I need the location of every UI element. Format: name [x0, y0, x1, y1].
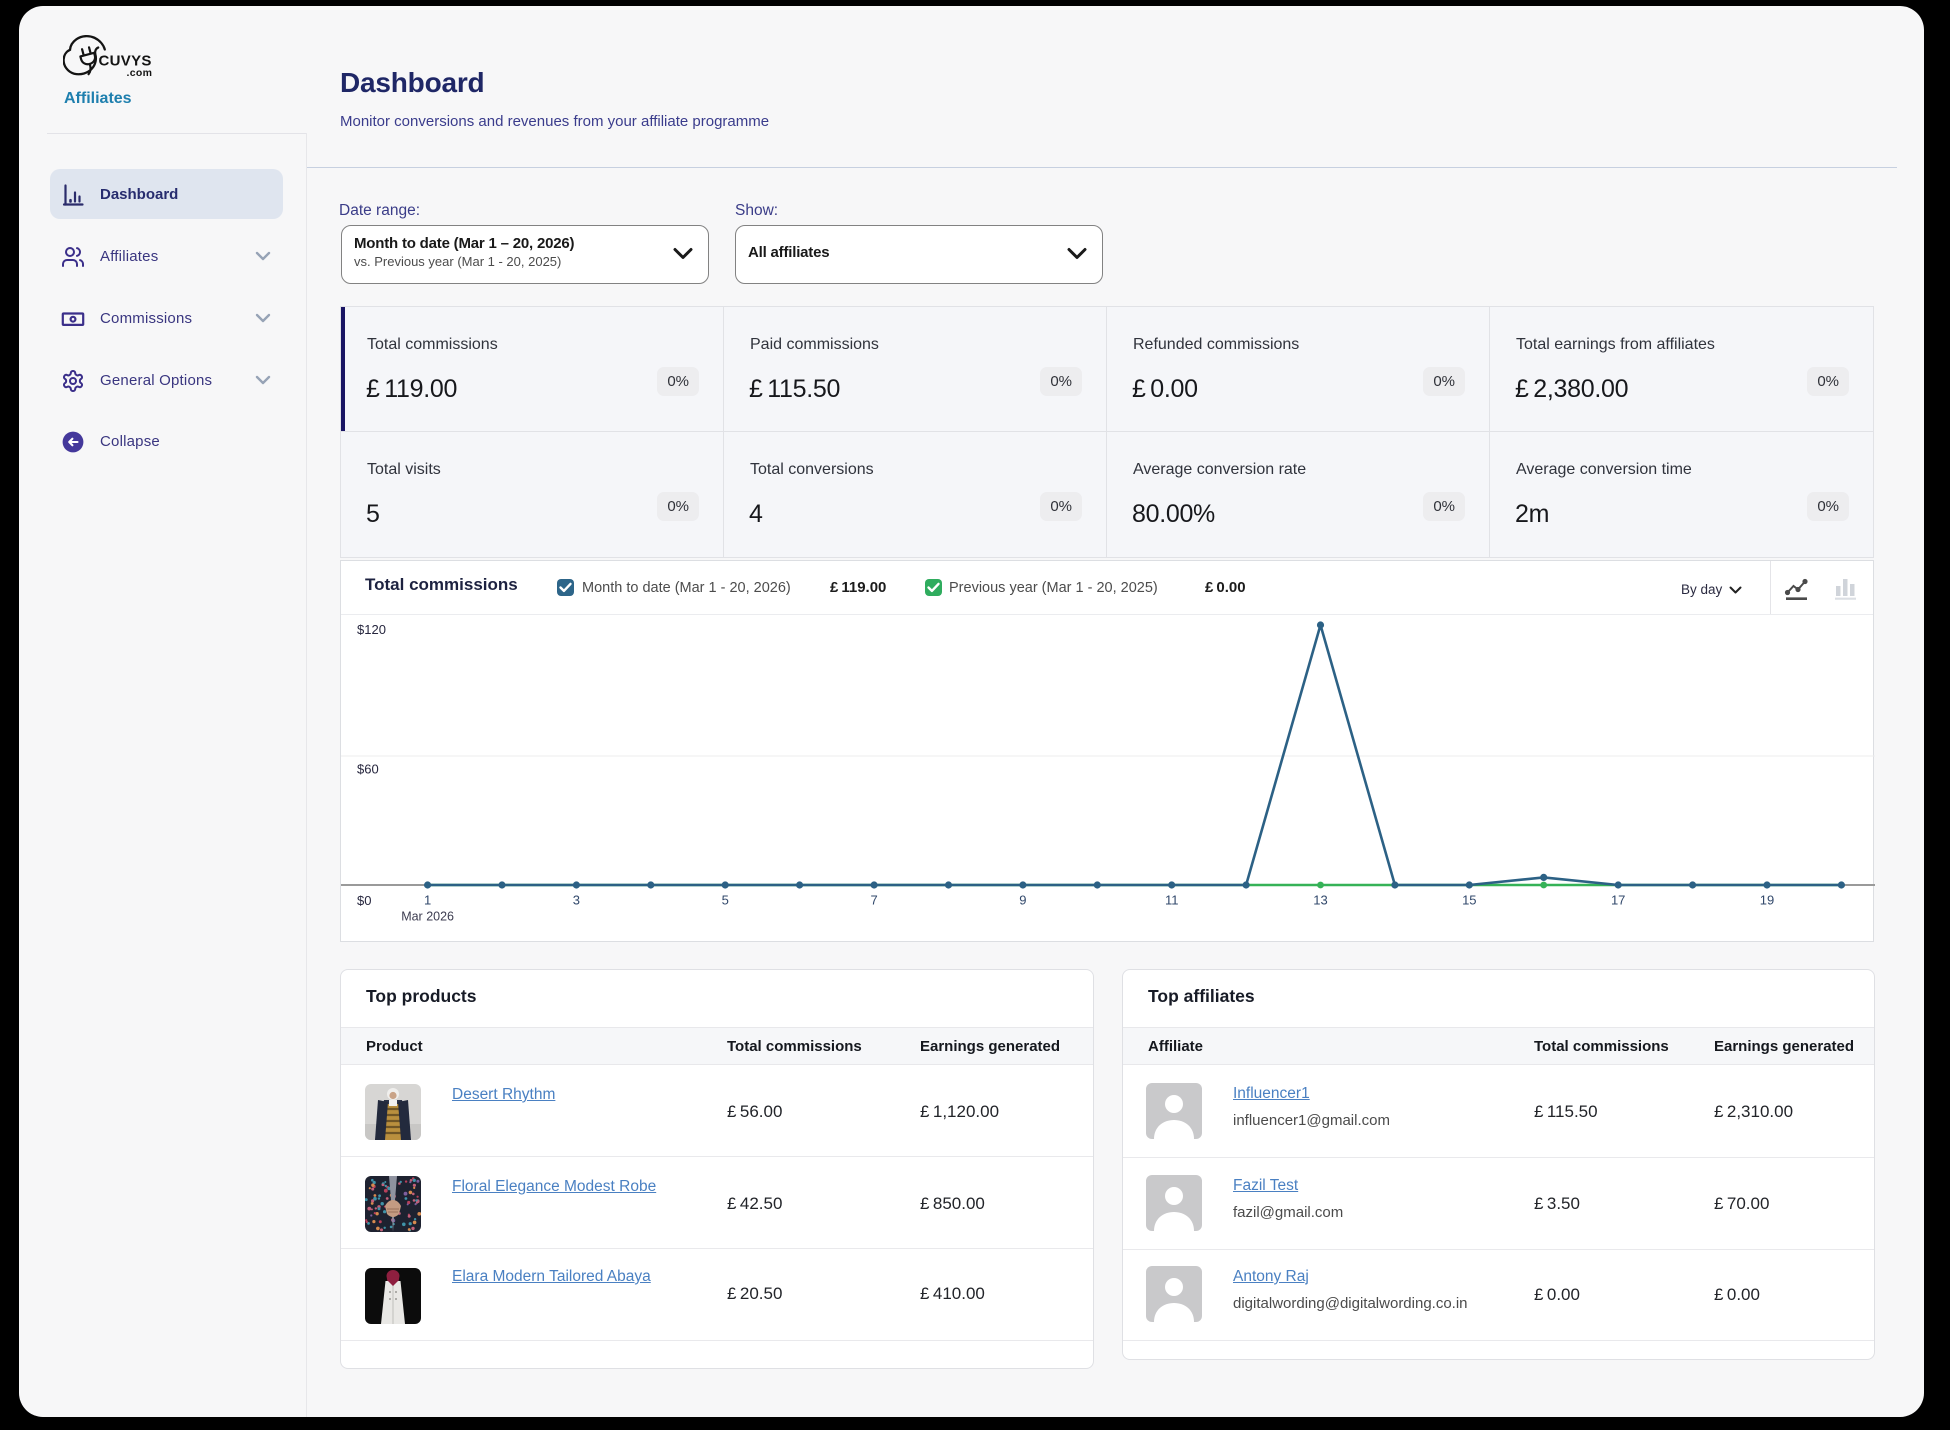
svg-text:7: 7 [870, 893, 877, 908]
svg-text:$120: $120 [357, 622, 386, 637]
svg-text:13: 13 [1313, 893, 1327, 908]
svg-text:9: 9 [1019, 893, 1026, 908]
svg-text:Mar 2026: Mar 2026 [401, 910, 454, 924]
svg-text:.com: .com [127, 67, 153, 78]
svg-text:$60: $60 [357, 762, 379, 777]
svg-text:17: 17 [1611, 893, 1625, 908]
svg-text:$0: $0 [357, 893, 371, 908]
svg-text:1: 1 [424, 893, 431, 908]
svg-text:15: 15 [1462, 893, 1476, 908]
svg-text:3: 3 [573, 893, 580, 908]
svg-text:CUVYS: CUVYS [99, 53, 152, 70]
svg-text:19: 19 [1760, 893, 1774, 908]
svg-text:11: 11 [1165, 893, 1179, 908]
svg-text:5: 5 [722, 893, 729, 908]
